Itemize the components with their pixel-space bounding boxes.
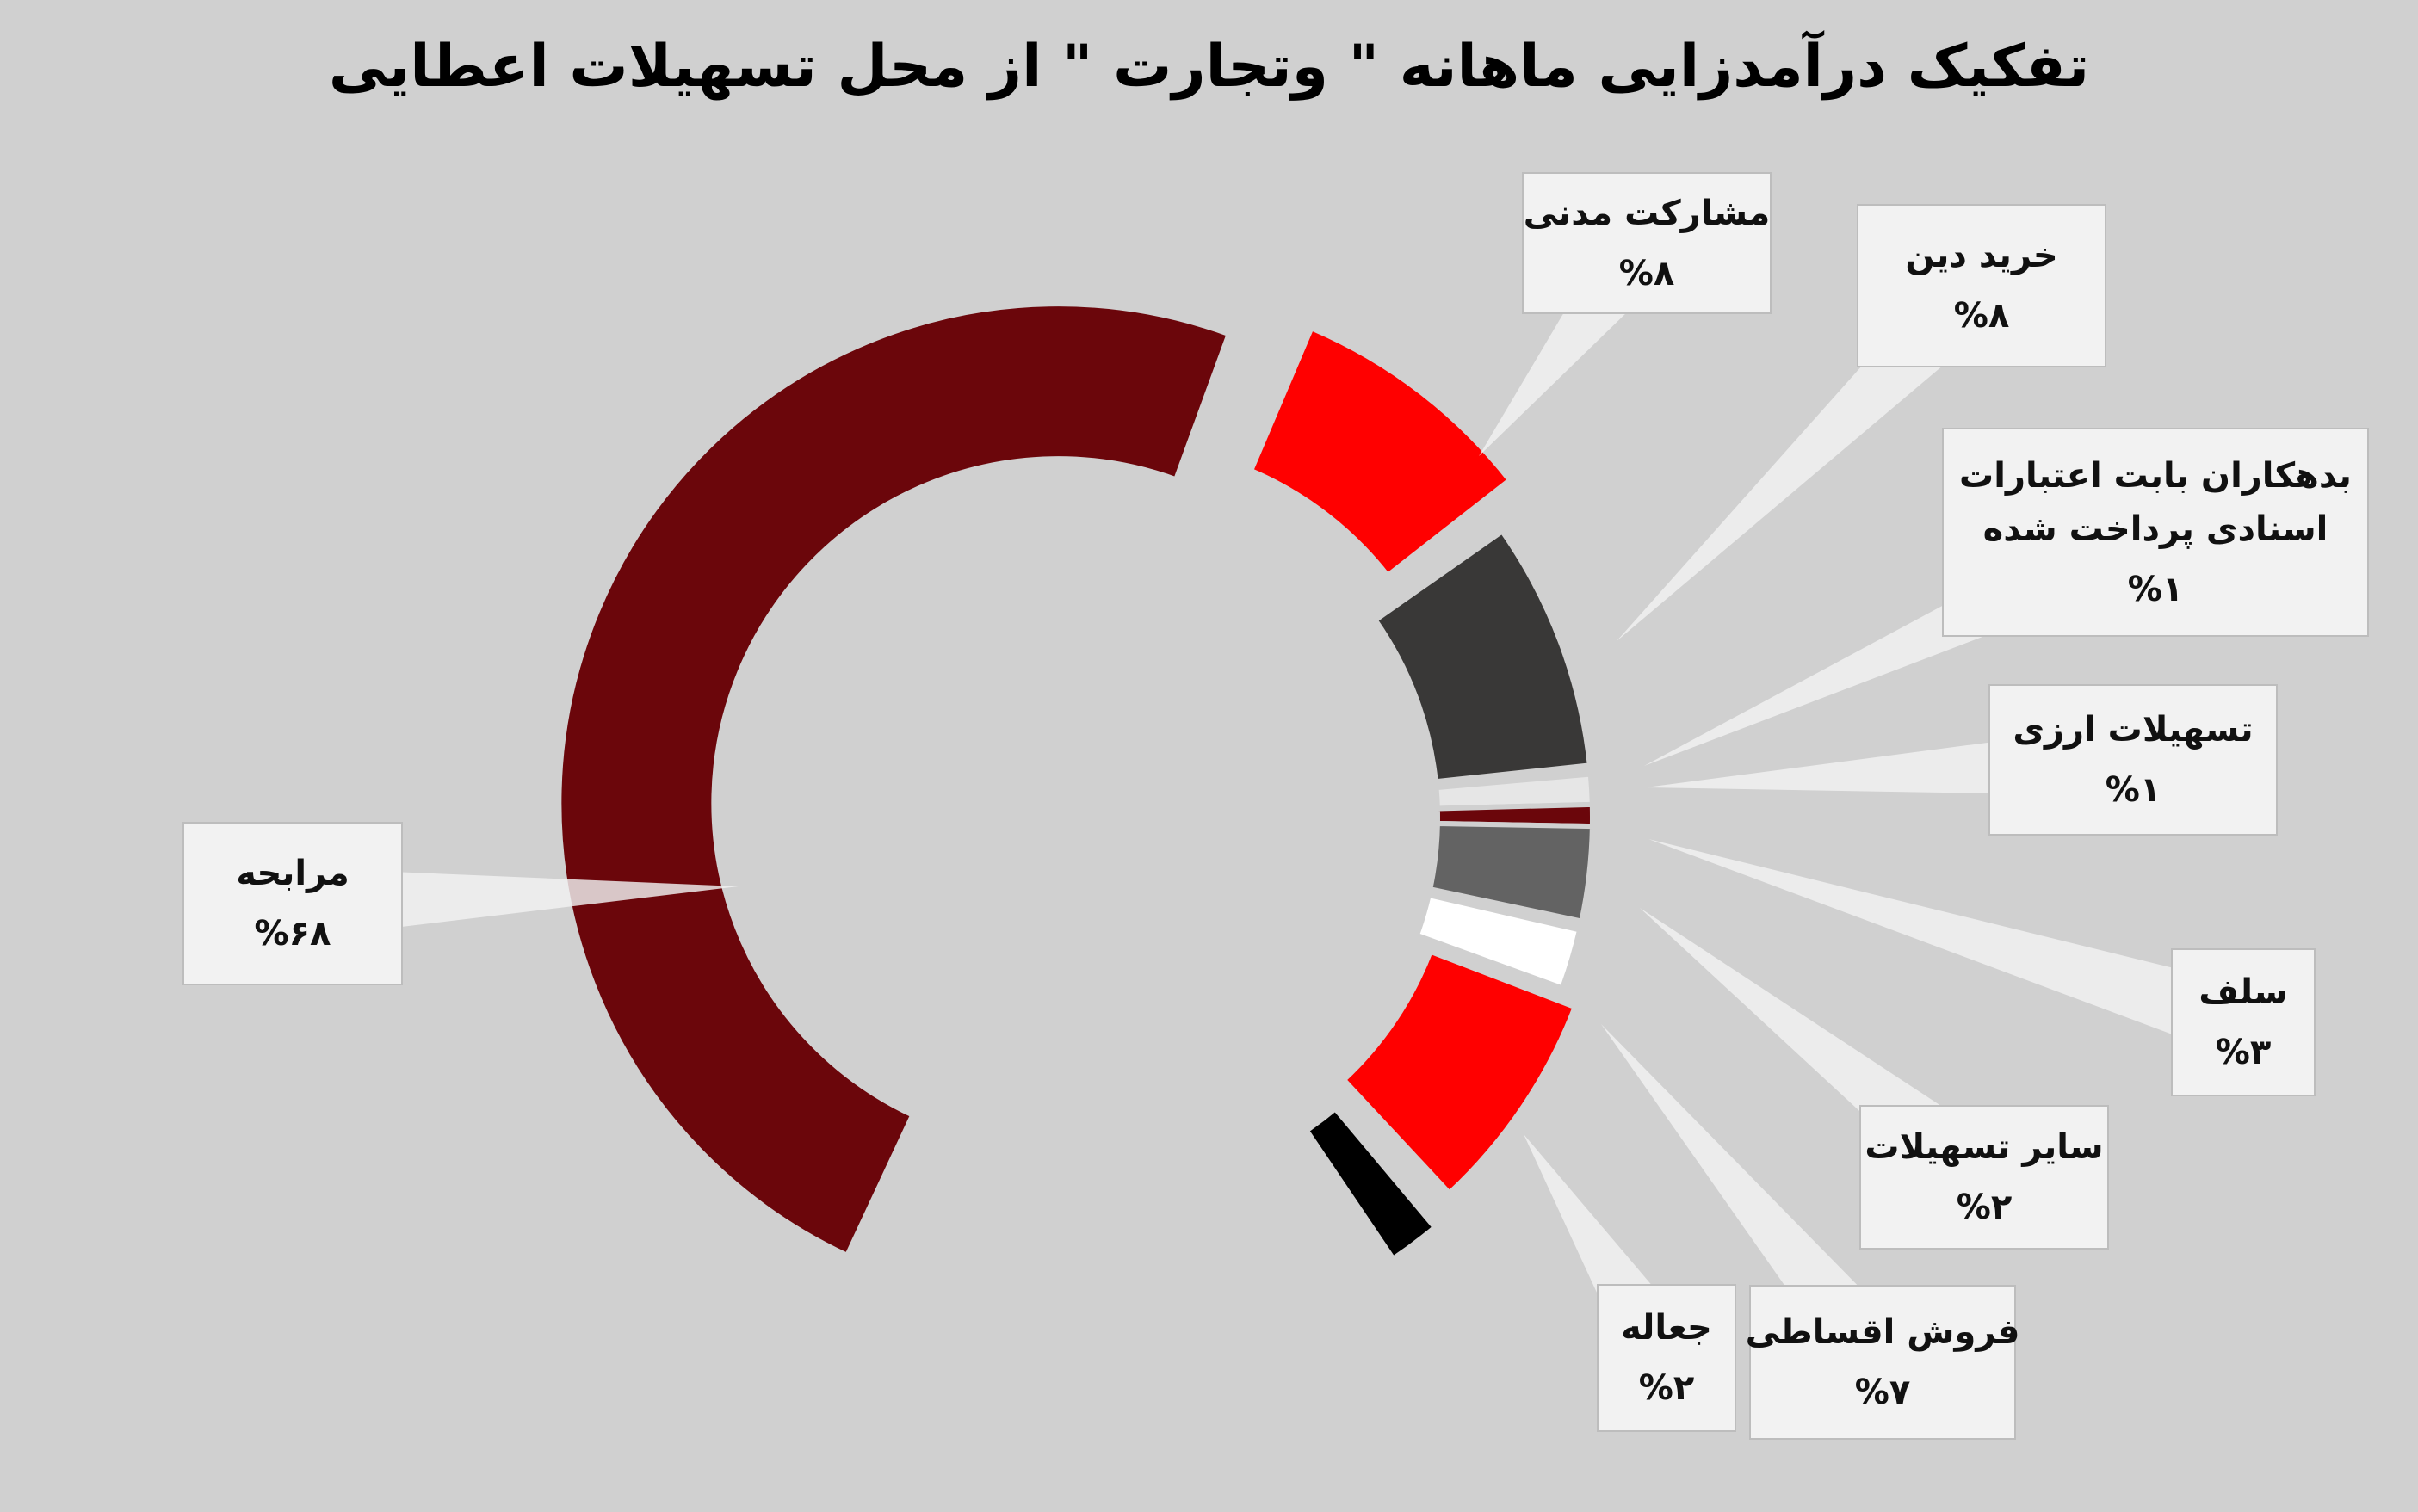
slice-label: مشارکت مدنی %۸: [1522, 172, 1772, 314]
leader-line: [291, 867, 739, 940]
donut-slice: [1339, 947, 1579, 1197]
slice-label-name: سلف: [2198, 972, 2288, 1012]
slice-label-name: سایر تسهیلات: [1865, 1127, 2104, 1167]
donut-slice: [556, 301, 1233, 1259]
slice-label: سایر تسهیلات %۲: [1859, 1105, 2109, 1250]
slice-label-value: %۶۸: [254, 914, 331, 953]
slice-label: تسهیلات ارزی %۱: [1988, 684, 2278, 836]
slice-label-name: بدهکاران بابت اعتبارات: [1959, 455, 2352, 496]
slice-label-name: فروش اقساطی: [1745, 1312, 2020, 1352]
slice-label-name: اسنادی پرداخت شده: [1982, 509, 2328, 549]
donut-slice: [1302, 1105, 1439, 1262]
slice-label-value: %۲: [1638, 1368, 1695, 1408]
slice-label: خرید دین %۸: [1857, 204, 2106, 367]
donut-slice: [1413, 892, 1583, 992]
slice-label: سلف %۳: [2171, 948, 2316, 1096]
donut-slice: [1426, 820, 1595, 925]
slice-label: فروش اقساطی %۷: [1746, 1285, 2019, 1440]
donut-slice: [1371, 528, 1593, 785]
slice-label: مرابحه %۶۸: [182, 822, 403, 985]
slice-label-value: %۸: [1618, 253, 1675, 293]
slice-label-value: %۳: [2215, 1033, 2272, 1072]
leader-line: [1648, 839, 2254, 1058]
slice-label-name: جعاله: [1621, 1308, 1712, 1348]
slice-label-value: %۱: [2105, 770, 2161, 810]
chart-title: تفکیک درآمدزایی ماهانه " وتجارت " از محل…: [328, 33, 2090, 101]
slice-label-name: خرید دین: [1905, 236, 2058, 275]
slice-label-value: %۷: [1854, 1373, 1911, 1412]
slice-label-value: %۸: [1953, 296, 2010, 336]
slice-label: بدهکاران بابت اعتبارات اسنادی پرداخت شده%…: [1942, 428, 2369, 637]
slice-label-value: %۲: [1956, 1188, 2013, 1227]
slice-label-value: %۱: [2127, 569, 2184, 609]
donut-slice: [1247, 324, 1514, 580]
slice-label-name: تسهیلات ارزی: [2013, 710, 2254, 750]
slice-label-name: مرابحه: [236, 854, 349, 893]
slice-label: جعاله %۲: [1597, 1284, 1736, 1432]
slice-label-name: مشارکت مدنی: [1523, 193, 1771, 233]
